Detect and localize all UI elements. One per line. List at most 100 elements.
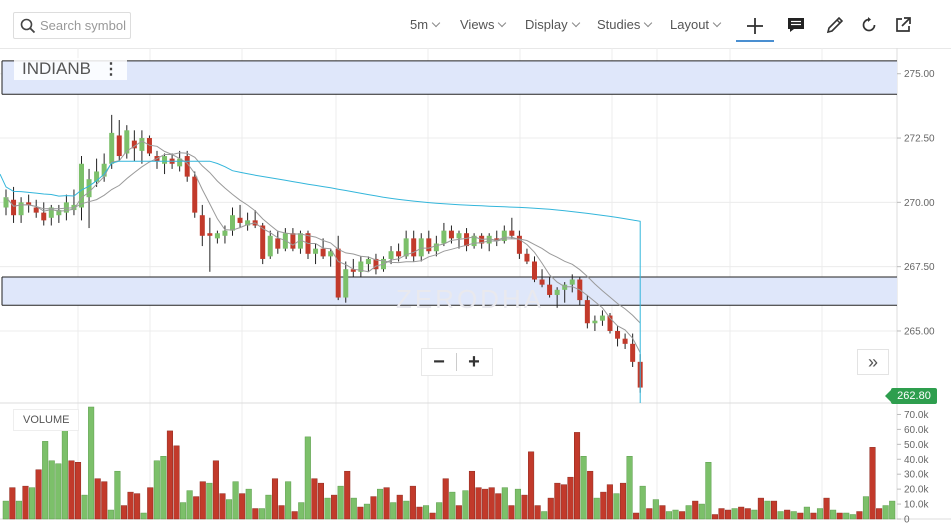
- volume-bar: [823, 497, 830, 520]
- zoom-control: − +: [421, 348, 493, 376]
- volume-bar: [468, 470, 476, 520]
- refresh-button[interactable]: [856, 12, 882, 38]
- volume-bar: [206, 482, 213, 520]
- interval-dropdown[interactable]: 5m: [410, 17, 441, 32]
- candle-body: [494, 238, 500, 241]
- volume-bar: [94, 478, 101, 520]
- search-input[interactable]: [36, 18, 128, 33]
- candle-body: [448, 230, 454, 239]
- interval-label: 5m: [410, 17, 429, 32]
- volume-tick-label: 70.0k: [904, 410, 929, 421]
- volume-bar: [212, 460, 219, 520]
- comment-icon: [788, 18, 804, 32]
- volume-bar: [357, 506, 364, 520]
- volume-axis: 70.0k 60.0k 50.0k 40.0k 30.0k 20.0k 10.0k 0: [897, 410, 929, 526]
- double-chevron-right-icon: »: [867, 351, 878, 372]
- zoom-out-button[interactable]: −: [422, 349, 456, 375]
- refresh-icon: [862, 17, 876, 32]
- crosshair-button[interactable]: [736, 12, 774, 42]
- candle-body: [464, 233, 470, 247]
- candle-body: [116, 135, 122, 157]
- volume-bar: [482, 488, 489, 520]
- draw-button[interactable]: [822, 12, 848, 38]
- volume-bar: [396, 494, 403, 520]
- indicator-lines: [0, 140, 641, 403]
- volume-tick-label: 50.0k: [904, 440, 929, 451]
- volume-bar: [416, 506, 423, 520]
- volume-bar: [120, 505, 128, 520]
- volume-bar: [593, 497, 600, 520]
- candle-body: [584, 300, 590, 324]
- kebab-menu-icon[interactable]: ⋮: [102, 61, 119, 78]
- volume-bar: [114, 470, 121, 520]
- price-chart[interactable]: ZERODHA 275.00 272.50 270.00 267.50 265.00 7…: [0, 48, 951, 530]
- candle-body: [214, 233, 220, 239]
- volume-bar: [580, 456, 587, 520]
- candle-body: [260, 225, 266, 259]
- candle-body: [56, 210, 62, 216]
- volume-bar: [541, 511, 548, 520]
- candle-body: [124, 130, 130, 154]
- price-tick-label: 267.50: [904, 262, 935, 273]
- volume-bar: [790, 511, 797, 520]
- scroll-to-latest-button[interactable]: »: [857, 349, 889, 375]
- volume-study-label[interactable]: VOLUME: [13, 409, 80, 431]
- candle-body: [547, 284, 553, 295]
- volume-bar: [501, 487, 508, 520]
- volume-bar: [422, 505, 430, 520]
- volume-bar: [409, 485, 416, 520]
- volume-bar: [2, 500, 9, 520]
- candle-body: [230, 215, 235, 231]
- popout-button[interactable]: [890, 12, 916, 38]
- studies-dropdown[interactable]: Studies: [597, 17, 653, 32]
- volume-bar: [574, 432, 581, 520]
- volume-bar: [731, 508, 738, 520]
- volume-bar: [134, 493, 141, 520]
- volume-bar: [15, 500, 22, 520]
- candle-body: [418, 238, 424, 257]
- volume-bar: [876, 508, 883, 520]
- volume-bar: [705, 462, 712, 520]
- candle-body: [441, 230, 447, 244]
- volume-bar: [403, 500, 410, 520]
- symbol-label[interactable]: INDIANB ⋮: [14, 58, 127, 80]
- moving-average-slow: [5, 152, 641, 324]
- volume-bar: [514, 488, 521, 520]
- views-dropdown[interactable]: Views: [460, 17, 507, 32]
- volume-bar: [55, 463, 62, 520]
- candle-body: [146, 138, 152, 154]
- volume-bar: [810, 512, 817, 520]
- candle-body: [524, 253, 530, 262]
- candle-body: [297, 233, 303, 249]
- candle-body: [471, 235, 477, 247]
- candle-body: [11, 199, 17, 216]
- candle-body: [539, 279, 545, 285]
- candle-body: [139, 138, 145, 151]
- volume-bar: [849, 514, 856, 520]
- display-dropdown[interactable]: Display: [525, 17, 580, 32]
- candle-body: [328, 251, 334, 257]
- volume-bar: [377, 488, 384, 520]
- last-price-tag: 262.80: [885, 388, 937, 404]
- layout-dropdown[interactable]: Layout: [670, 17, 722, 32]
- candle-body: [18, 202, 24, 216]
- candle-body: [516, 235, 522, 254]
- symbol-name: INDIANB: [22, 59, 91, 78]
- volume-bar: [856, 511, 863, 520]
- zoom-in-button[interactable]: +: [457, 349, 491, 375]
- candle-body: [532, 261, 537, 280]
- volume-bar: [889, 500, 896, 520]
- candle-body: [396, 251, 402, 257]
- comment-button[interactable]: [783, 12, 809, 38]
- volume-bar: [61, 426, 68, 520]
- candle-body: [388, 251, 394, 259]
- candle-body: [350, 269, 356, 272]
- volume-bar: [751, 509, 758, 520]
- pencil-icon: [826, 16, 844, 34]
- search-icon: [20, 18, 36, 33]
- volume-bar: [462, 490, 469, 520]
- volume-bar: [317, 482, 324, 520]
- candle-body: [358, 261, 364, 272]
- chevron-down-icon: [644, 18, 653, 27]
- search-box[interactable]: [13, 12, 131, 39]
